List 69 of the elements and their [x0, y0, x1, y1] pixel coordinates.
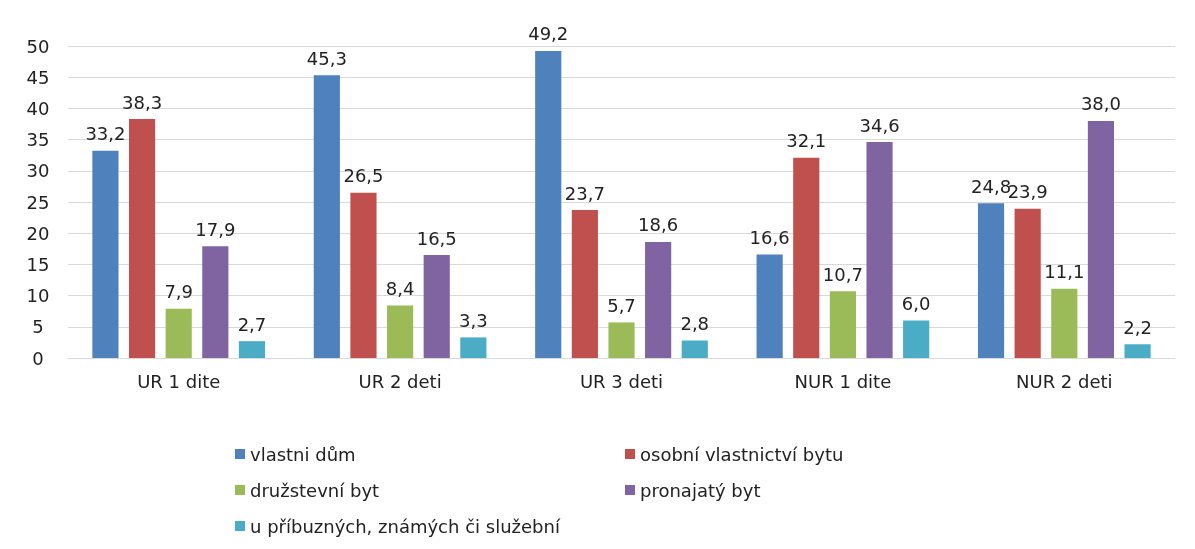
- bar: [903, 320, 930, 358]
- data-label: 6,0: [901, 293, 931, 315]
- data-label: 3,3: [459, 309, 488, 331]
- legend-label: u příbuzných, známých či služební: [250, 515, 561, 537]
- legend-label: vlastni dům: [250, 443, 356, 465]
- bar: [350, 192, 377, 358]
- bar: [608, 322, 635, 358]
- bar: [645, 241, 672, 358]
- data-label: 11,1: [1044, 261, 1085, 283]
- x-tick-label: NUR 2 deti: [1016, 370, 1113, 392]
- x-tick-label: UR 1 dite: [137, 370, 221, 392]
- y-tick-label: 50: [26, 35, 50, 57]
- x-tick-label: UR 2 deti: [358, 370, 442, 392]
- data-label: 7,9: [164, 281, 194, 303]
- y-tick-label: 25: [26, 191, 50, 213]
- y-tick-label: 40: [26, 97, 50, 119]
- data-label: 34,6: [859, 114, 900, 136]
- bar: [92, 150, 119, 358]
- legend-label: pronajatý byt: [640, 479, 761, 501]
- bar: [387, 305, 414, 358]
- bar: [793, 157, 820, 358]
- bar: [423, 255, 450, 358]
- bar: [313, 75, 340, 358]
- data-label: 38,0: [1080, 93, 1121, 115]
- data-label: 23,7: [564, 182, 605, 204]
- data-label: 32,1: [786, 130, 827, 152]
- bar: [535, 50, 562, 358]
- legend-label: družstevní byt: [250, 479, 380, 501]
- bar: [977, 203, 1005, 358]
- data-label: 17,9: [195, 218, 236, 240]
- data-label: 2,8: [680, 313, 710, 335]
- bar: [829, 291, 856, 358]
- data-label: 18,6: [638, 214, 679, 236]
- y-tick-label: 45: [26, 66, 50, 88]
- bar: [460, 337, 487, 358]
- data-label: 45,3: [306, 47, 347, 69]
- bar: [1087, 120, 1115, 358]
- y-tick-label: 15: [26, 253, 50, 275]
- data-label: 38,3: [122, 91, 163, 113]
- data-label: 16,6: [749, 226, 790, 248]
- bar: [128, 119, 156, 358]
- y-tick-label: 5: [32, 316, 44, 338]
- bar: [681, 340, 708, 358]
- y-tick-label: 35: [26, 129, 50, 151]
- data-label: 16,5: [416, 227, 457, 249]
- y-tick-label: 0: [32, 347, 44, 369]
- legend-label: osobní vlastnictví bytu: [640, 443, 844, 465]
- bar: [238, 341, 266, 358]
- bar: [1124, 344, 1151, 358]
- x-tick-label: NUR 1 dite: [794, 370, 892, 392]
- data-label: 10,7: [822, 263, 863, 285]
- data-label: 26,5: [343, 165, 384, 187]
- x-tick-label: UR 3 deti: [579, 370, 664, 392]
- y-tick-label: 20: [26, 222, 50, 244]
- bar: [202, 246, 229, 358]
- y-tick-label: 10: [26, 285, 50, 307]
- bar: [571, 210, 598, 358]
- data-label: 2,2: [1123, 316, 1152, 338]
- data-label: 5,7: [607, 294, 636, 316]
- data-label: 8,4: [385, 278, 415, 300]
- data-label: 49,2: [528, 23, 569, 45]
- bar: [1014, 208, 1041, 358]
- bar: [165, 308, 192, 358]
- bar: [756, 254, 783, 358]
- y-tick-label: 30: [26, 160, 50, 182]
- bar: [1051, 288, 1078, 358]
- data-label: 2,7: [237, 313, 267, 335]
- data-label: 33,2: [85, 123, 126, 145]
- bar: [866, 142, 893, 358]
